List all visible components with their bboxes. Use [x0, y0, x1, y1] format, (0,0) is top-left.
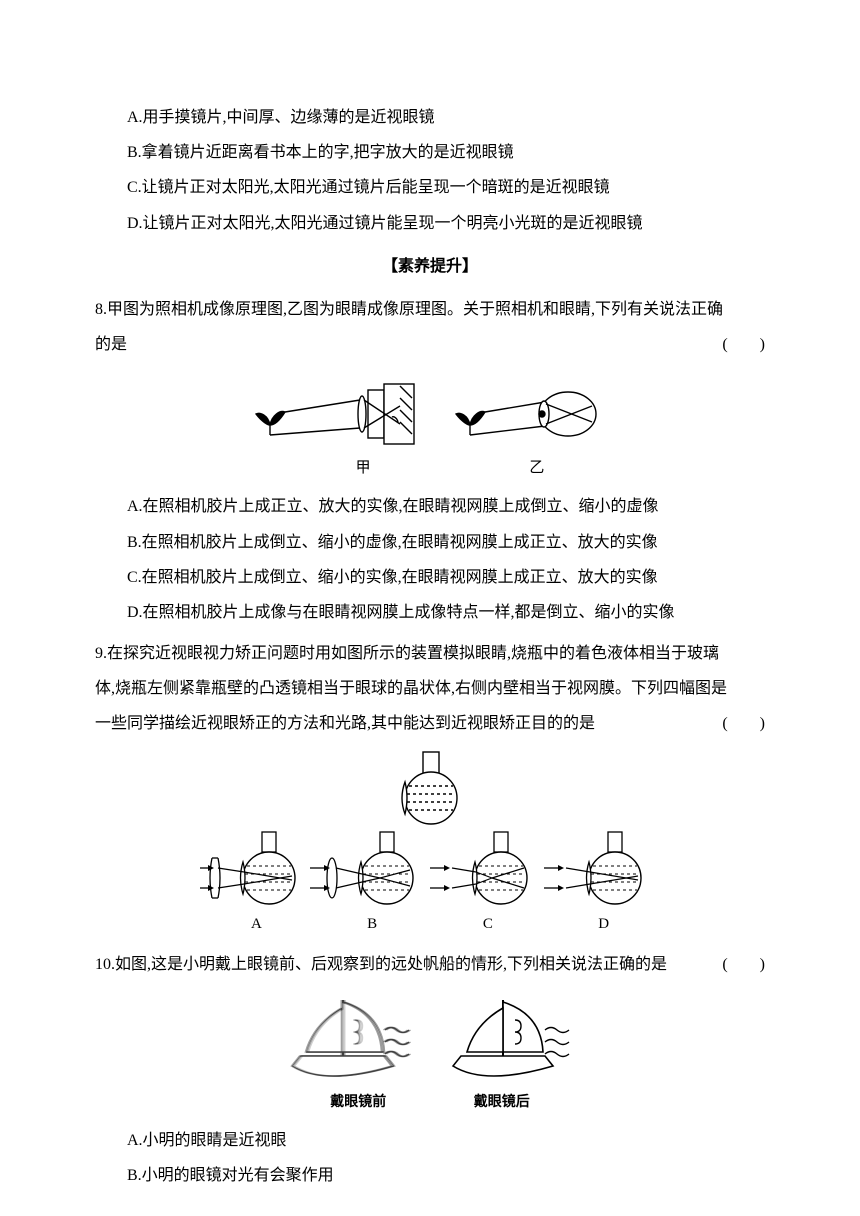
q9-stem-line2: 体,烧瓶左侧紧靠瓶壁的凸透镜相当于眼球的晶状体,右侧内壁相当于视网膜。下列四幅图… — [95, 671, 765, 706]
q10-label-right: 戴眼镜后 — [432, 1088, 572, 1119]
q8-option-b: B.在照相机胶片上成倒立、缩小的虚像,在眼睛视网膜上成正立、放大的实像 — [95, 525, 765, 560]
q8-label-left: 甲 — [321, 452, 406, 485]
question-10: 10.如图,这是小明戴上眼镜前、后观察到的远处帆船的情形,下列相关说法正确的是 … — [95, 947, 765, 1193]
prev-option-b: B.拿着镜片近距离看书本上的字,把字放大的是近视眼镜 — [95, 135, 765, 170]
question-9: 9.在探究近视眼视力矫正问题时用如图所示的装置模拟眼睛,烧瓶中的着色液体相当于玻… — [95, 636, 765, 941]
q8-option-d: D.在照相机胶片上成像与在眼睛视网膜上成像特点一样,都是倒立、缩小的实像 — [95, 595, 765, 630]
q8-figure: 甲 乙 — [95, 370, 765, 485]
question-8: 8.甲图为照相机成像原理图,乙图为眼睛成像原理图。关于照相机和眼睛,下列有关说法… — [95, 292, 765, 630]
q8-fig-labels: 甲 乙 — [95, 452, 765, 485]
q10-option-b: B.小明的眼镜对光有会聚作用 — [95, 1158, 765, 1193]
q10-label-left: 戴眼镜前 — [288, 1088, 428, 1119]
q10-stem: 10.如图,这是小明戴上眼镜前、后观察到的远处帆船的情形,下列相关说法正确的是 … — [95, 947, 765, 982]
q8-stem-line2: 的是 ( ) — [95, 327, 765, 362]
q8-svg — [250, 370, 610, 450]
prev-option-c: C.让镜片正对太阳光,太阳光通过镜片后能呈现一个暗斑的是近视眼镜 — [95, 170, 765, 205]
q9-label-b: B — [316, 908, 428, 941]
q8-option-c: C.在照相机胶片上成倒立、缩小的实像,在眼睛视网膜上成正立、放大的实像 — [95, 560, 765, 595]
q9-figure: A B C D — [95, 750, 765, 941]
q9-stem-line3: 一些同学描绘近视眼矫正的方法和光路,其中能达到近视眼矫正目的的是 ( ) — [95, 706, 765, 741]
section-title: 【素养提升】 — [95, 249, 765, 284]
q9-paren: ( ) — [722, 706, 765, 741]
q9-top-flask — [385, 750, 475, 828]
q9-label-c: C — [432, 908, 544, 941]
q8-label-right: 乙 — [494, 452, 579, 485]
q10-paren: ( ) — [722, 947, 765, 982]
q9-stem-line3-text: 一些同学描绘近视眼矫正的方法和光路,其中能达到近视眼矫正目的的是 — [95, 715, 595, 732]
prev-option-a: A.用手摸镜片,中间厚、边缘薄的是近视眼镜 — [95, 100, 765, 135]
q10-stem-text: 10.如图,这是小明戴上眼镜前、后观察到的远处帆船的情形,下列相关说法正确的是 — [95, 956, 667, 973]
q9-stem-line1: 9.在探究近视眼视力矫正问题时用如图所示的装置模拟眼睛,烧瓶中的着色液体相当于玻… — [95, 636, 765, 671]
q8-paren: ( ) — [722, 327, 765, 362]
q8-stem-line2-text: 的是 — [95, 336, 127, 353]
q9-label-a: A — [200, 908, 312, 941]
q8-stem-line1: 8.甲图为照相机成像原理图,乙图为眼睛成像原理图。关于照相机和眼睛,下列有关说法… — [95, 292, 765, 327]
q9-abcd: A B C D — [200, 908, 660, 941]
q9-label-d: D — [548, 908, 660, 941]
q10-figure: 戴眼镜前 戴眼镜后 — [95, 990, 765, 1119]
q10-svg — [275, 990, 585, 1090]
prev-option-d: D.让镜片正对太阳光,太阳光通过镜片能呈现一个明亮小光斑的是近视眼镜 — [95, 206, 765, 241]
q10-option-a: A.小明的眼睛是近视眼 — [95, 1123, 765, 1158]
q10-fig-labels: 戴眼镜前 戴眼镜后 — [275, 1088, 585, 1119]
q9-options-svg — [200, 828, 660, 908]
q8-option-a: A.在照相机胶片上成正立、放大的实像,在眼睛视网膜上成倒立、缩小的虚像 — [95, 489, 765, 524]
